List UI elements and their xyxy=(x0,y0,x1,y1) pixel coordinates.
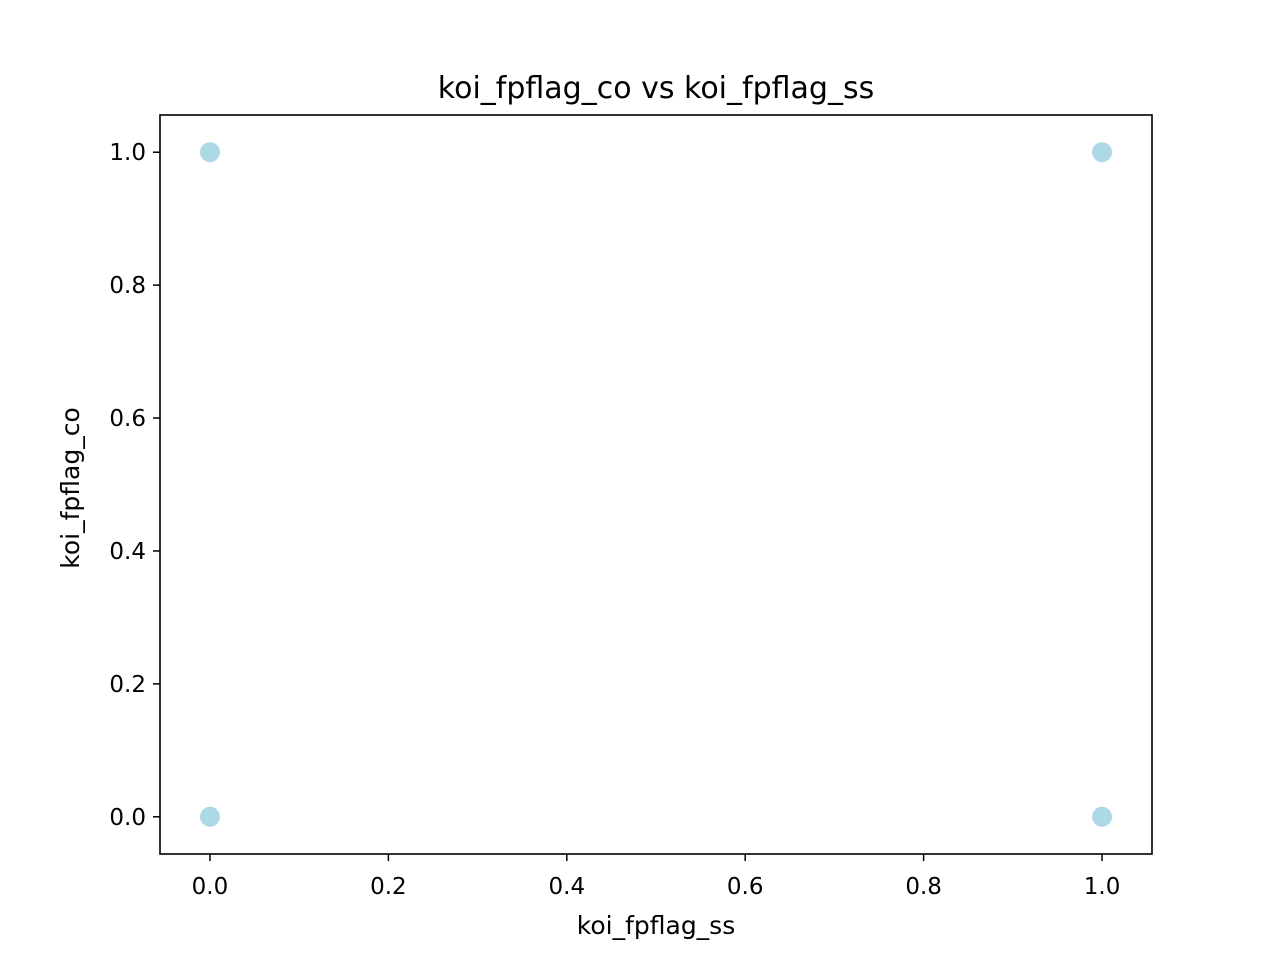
scatter-point xyxy=(199,806,220,827)
y-axis-label: koi_fpflag_co xyxy=(56,407,85,568)
x-tick-label: 0.6 xyxy=(727,874,764,900)
x-tick-label: 0.8 xyxy=(905,874,942,900)
x-axis-ticks: 0.0 0.2 0.4 0.6 0.8 1.0 xyxy=(192,854,1121,900)
x-tick-label: 0.2 xyxy=(370,874,407,900)
y-tick-label: 0.8 xyxy=(109,273,146,299)
y-tick-label: 1.0 xyxy=(109,140,146,166)
y-tick-label: 0.6 xyxy=(109,406,146,432)
plot-area-frame xyxy=(159,114,1153,855)
points-layer xyxy=(199,142,1113,827)
x-tick-label: 0.4 xyxy=(549,874,586,900)
y-axis-ticks: 0.0 0.2 0.4 0.6 0.8 1.0 xyxy=(109,140,160,831)
x-tick-label: 1.0 xyxy=(1084,874,1121,900)
y-tick-label: 0.0 xyxy=(109,805,146,831)
scatter-point xyxy=(1092,142,1113,163)
scatter-point xyxy=(1092,806,1113,827)
y-tick-label: 0.2 xyxy=(109,672,146,698)
x-axis-label: koi_fpflag_ss xyxy=(577,911,735,940)
x-tick-label: 0.0 xyxy=(192,874,229,900)
scatter-point xyxy=(199,142,220,163)
y-tick-label: 0.4 xyxy=(109,539,146,565)
chart-title: koi_fpflag_co vs koi_fpflag_ss xyxy=(438,71,874,106)
